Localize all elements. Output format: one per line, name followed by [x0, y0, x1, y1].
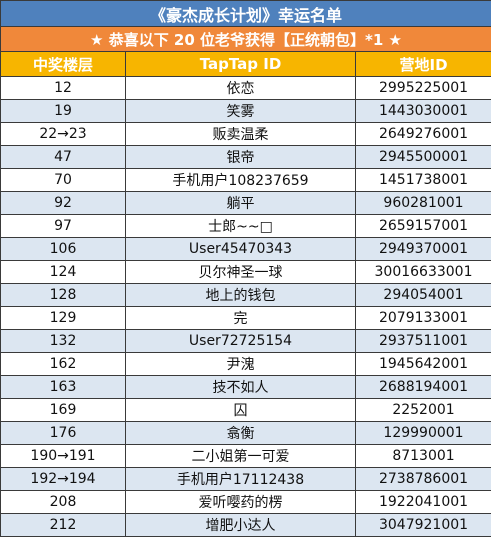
floor: 212: [0, 513, 126, 537]
floor: 192→194: [0, 467, 126, 491]
floor: 19: [0, 99, 126, 123]
taptap-id: User45470343: [125, 237, 356, 261]
table-body: 12 依恋 2995225001 19 笑雾 1443030001 22→23 贩卖温柔 264…: [0, 76, 491, 537]
floor: 22→23: [0, 122, 126, 146]
table-row: 97 士郎~~□ 2659157001: [0, 214, 491, 238]
floor: 12: [0, 76, 126, 100]
taptap-id: 完: [125, 306, 356, 330]
camp-id: 129990001: [354, 421, 491, 445]
table-row: 162 尹溾 1945642001: [0, 352, 491, 376]
camp-id: 1922041001: [354, 490, 491, 514]
floor: 106: [0, 237, 126, 261]
camp-id: 2079133001: [354, 306, 491, 330]
column-header: 中奖楼层: [0, 51, 126, 77]
table-row: 124 贝尔神圣一球 30016633001: [0, 260, 491, 284]
camp-id: 3047921001: [354, 513, 491, 537]
taptap-id: 银帝: [125, 145, 356, 169]
header-row: 中奖楼层 TapTap ID 营地ID: [0, 51, 491, 77]
taptap-id: 地上的钱包: [125, 283, 356, 307]
camp-id: 2945500001: [354, 145, 491, 169]
camp-id: 2738786001: [354, 467, 491, 491]
camp-id: 1945642001: [354, 352, 491, 376]
floor: 208: [0, 490, 126, 514]
taptap-id: 笑雾: [125, 99, 356, 123]
table-row: 176 翕衡 129990001: [0, 421, 491, 445]
table-row: 129 完 2079133001: [0, 306, 491, 330]
column-header: 营地ID: [354, 51, 491, 77]
camp-id: 1451738001: [354, 168, 491, 192]
taptap-id: 贩卖温柔: [125, 122, 356, 146]
title-row: 《豪杰成长计划》幸运名单: [0, 0, 491, 27]
taptap-id: 翕衡: [125, 421, 356, 445]
table-row: 106 User45470343 2949370001: [0, 237, 491, 261]
taptap-id: 躺平: [125, 191, 356, 215]
table-row: 212 增肥小达人 3047921001: [0, 513, 491, 537]
table-row: 22→23 贩卖温柔 2649276001: [0, 122, 491, 146]
taptap-id: 增肥小达人: [125, 513, 356, 537]
floor: 163: [0, 375, 126, 399]
taptap-id: 尹溾: [125, 352, 356, 376]
floor: 162: [0, 352, 126, 376]
table-row: 169 囚 2252001: [0, 398, 491, 422]
camp-id: 2937511001: [354, 329, 491, 353]
table-row: 12 依恋 2995225001: [0, 76, 491, 100]
table-row: 192→194 手机用户17112438 2738786001: [0, 467, 491, 491]
table-row: 47 银帝 2945500001: [0, 145, 491, 169]
camp-id: 8713001: [354, 444, 491, 468]
taptap-id: 士郎~~□: [125, 214, 356, 238]
floor: 92: [0, 191, 126, 215]
floor: 169: [0, 398, 126, 422]
table-row: 163 技不如人 2688194001: [0, 375, 491, 399]
camp-id: 2949370001: [354, 237, 491, 261]
column-header: TapTap ID: [125, 51, 356, 77]
title: 《豪杰成长计划》幸运名单: [0, 0, 491, 27]
table-row: 132 User72725154 2937511001: [0, 329, 491, 353]
subtitle: ★ 恭喜以下 20 位老爷获得【正统朝包】*1 ★: [0, 26, 491, 52]
table-row: 19 笑雾 1443030001: [0, 99, 491, 123]
table-row: 208 爱听嘤药的楞 1922041001: [0, 490, 491, 514]
taptap-id: 技不如人: [125, 375, 356, 399]
taptap-id: 手机用户17112438: [125, 467, 356, 491]
floor: 132: [0, 329, 126, 353]
taptap-id: 手机用户108237659: [125, 168, 356, 192]
taptap-id: 二小姐第一可爱: [125, 444, 356, 468]
taptap-id: 贝尔神圣一球: [125, 260, 356, 284]
taptap-id: 囚: [125, 398, 356, 422]
table-row: 190→191 二小姐第一可爱 8713001: [0, 444, 491, 468]
floor: 128: [0, 283, 126, 307]
table-row: 70 手机用户108237659 1451738001: [0, 168, 491, 192]
camp-id: 2688194001: [354, 375, 491, 399]
taptap-id: 依恋: [125, 76, 356, 100]
floor: 70: [0, 168, 126, 192]
camp-id: 960281001: [354, 191, 491, 215]
table-row: 128 地上的钱包 294054001: [0, 283, 491, 307]
taptap-id: User72725154: [125, 329, 356, 353]
floor: 47: [0, 145, 126, 169]
camp-id: 2659157001: [354, 214, 491, 238]
floor: 129: [0, 306, 126, 330]
subtitle-row: ★ 恭喜以下 20 位老爷获得【正统朝包】*1 ★: [0, 26, 491, 52]
floor: 176: [0, 421, 126, 445]
camp-id: 2649276001: [354, 122, 491, 146]
camp-id: 294054001: [354, 283, 491, 307]
camp-id: 2995225001: [354, 76, 491, 100]
floor: 190→191: [0, 444, 126, 468]
camp-id: 2252001: [354, 398, 491, 422]
table-row: 92 躺平 960281001: [0, 191, 491, 215]
floor: 124: [0, 260, 126, 284]
taptap-id: 爱听嘤药的楞: [125, 490, 356, 514]
floor: 97: [0, 214, 126, 238]
camp-id: 30016633001: [354, 260, 491, 284]
camp-id: 1443030001: [354, 99, 491, 123]
